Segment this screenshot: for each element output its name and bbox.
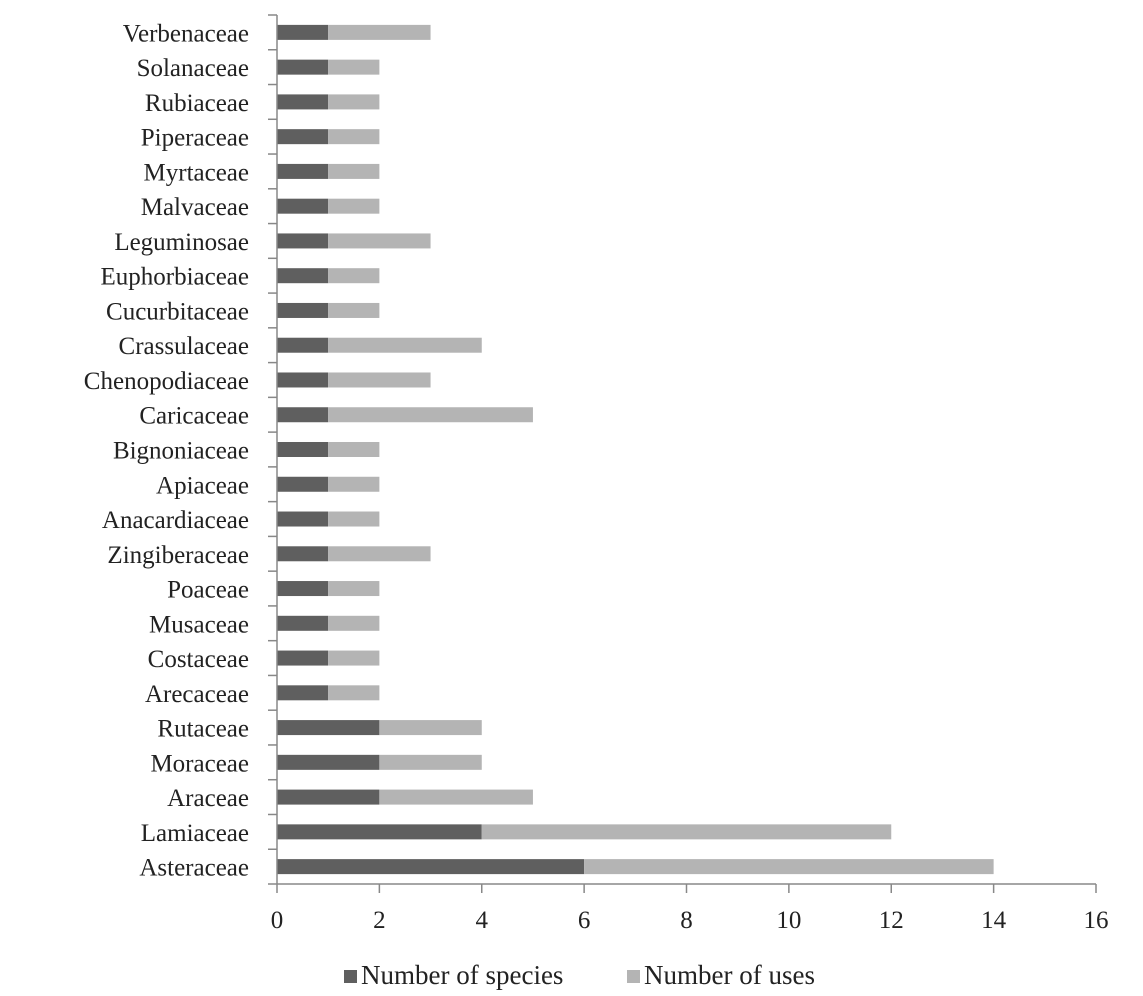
bar-asteraceae-species [277, 859, 585, 875]
category-label-piperaceae: Piperaceae [141, 125, 249, 152]
bar-apiaceae-uses [328, 476, 380, 492]
bar-poaceae-uses [328, 581, 380, 597]
bar-piperaceae-species [277, 129, 329, 145]
bar-bignoniaceae-species [277, 442, 329, 457]
bar-cucurbitaceae-uses [328, 302, 380, 318]
bar-zingiberaceae-species [277, 546, 329, 562]
x-tick-label-16: 16 [1084, 907, 1109, 934]
category-label-malvaceae: Malvaceae [141, 194, 249, 221]
bar-caricaceae-uses [328, 407, 533, 423]
bar-costaceae-uses [328, 650, 380, 666]
bar-chenopodiaceae-uses [328, 372, 431, 388]
bar-piperaceae-uses [328, 129, 380, 145]
category-label-rutaceae: Rutaceae [157, 716, 249, 743]
bar-rubiaceae-species [277, 94, 329, 110]
bar-arecaceae-species [277, 685, 329, 701]
x-tick-label-10: 10 [776, 907, 801, 934]
bar-verbenaceae-species [277, 24, 329, 40]
category-label-verbenaceae: Verbenaceae [123, 20, 249, 47]
category-label-anacardiaceae: Anacardiaceae [102, 507, 249, 534]
legend-label-species: Number of species [361, 960, 563, 990]
bar-myrtaceae-species [277, 163, 329, 179]
bar-arecaceae-uses [328, 685, 380, 701]
bar-leguminosae-species [277, 233, 329, 249]
category-label-zingiberaceae: Zingiberaceae [107, 542, 249, 569]
category-label-costaceae: Costaceae [148, 646, 249, 673]
category-labels: Asteraceae Lamiaceae Araceae Moraceae Rutace… [84, 20, 249, 881]
legend: Number of species Number of uses [344, 960, 815, 990]
legend-swatch-species [344, 970, 357, 983]
bar-musaceae-species [277, 615, 329, 631]
bar-lamiaceae-uses [481, 824, 892, 840]
x-tick-label-0: 0 [271, 907, 284, 934]
bar-apiaceae-species [277, 476, 329, 492]
bar-anacardiaceae-uses [328, 511, 380, 527]
category-label-bignoniaceae: Bignoniaceae [113, 438, 249, 465]
x-tick-label-14: 14 [981, 907, 1007, 934]
bar-euphorbiaceae-species [277, 268, 329, 284]
category-label-asteraceae: Asteraceae [139, 855, 249, 882]
bar-leguminosae-uses [328, 233, 431, 249]
bar-myrtaceae-uses [328, 163, 380, 179]
bar-costaceae-species [277, 650, 329, 666]
bar-araceae-species [277, 789, 380, 805]
x-tick-label-8: 8 [680, 907, 693, 934]
category-label-apiaceae: Apiaceae [156, 472, 249, 499]
bar-caricaceae-species [277, 407, 329, 423]
category-label-leguminosae: Leguminosae [114, 229, 249, 256]
category-label-euphorbiaceae: Euphorbiaceae [100, 264, 249, 291]
category-label-chenopodiaceae: Chenopodiaceae [84, 368, 249, 395]
category-label-cucurbitaceae: Cucurbitaceae [106, 298, 249, 325]
bar-rutaceae-uses [379, 720, 482, 736]
category-label-rubiaceae: Rubiaceae [145, 90, 249, 117]
category-label-araceae: Araceae [167, 785, 249, 812]
legend-swatch-uses [627, 970, 640, 983]
bar-malvaceae-uses [328, 198, 380, 214]
bar-lamiaceae-species [277, 824, 482, 840]
bar-musaceae-uses [328, 615, 380, 631]
bar-crassulaceae-species [277, 337, 329, 353]
x-tick-label-2: 2 [373, 907, 386, 934]
bar-rutaceae-species [277, 720, 380, 736]
bar-moraceae-uses [379, 754, 482, 770]
bar-araceae-uses [379, 789, 533, 805]
bar-solanaceae-species [277, 59, 329, 75]
bar-verbenaceae-uses [328, 24, 431, 40]
bar-rubiaceae-uses [328, 94, 380, 110]
bar-zingiberaceae-uses [328, 546, 431, 562]
bars-layer [277, 24, 994, 875]
bar-chenopodiaceae-species [277, 372, 329, 388]
x-tick-labels: 0 2 4 6 8 10 12 14 16 [271, 907, 1109, 934]
x-tick-label-4: 4 [476, 907, 489, 934]
x-tick-label-12: 12 [879, 907, 904, 934]
bar-moraceae-species [277, 754, 380, 770]
x-tick-label-6: 6 [578, 907, 591, 934]
category-label-myrtaceae: Myrtaceae [144, 159, 249, 186]
bar-asteraceae-uses [584, 859, 994, 875]
bar-crassulaceae-uses [328, 337, 482, 353]
category-label-caricaceae: Caricaceae [139, 403, 249, 430]
category-label-crassulaceae: Crassulaceae [119, 333, 249, 360]
bar-euphorbiaceae-uses [328, 268, 380, 284]
axes-layer [268, 14, 1097, 893]
bar-poaceae-species [277, 581, 329, 597]
category-label-musaceae: Musaceae [149, 611, 249, 638]
bar-solanaceae-uses [328, 59, 380, 75]
bar-malvaceae-species [277, 198, 329, 214]
legend-label-uses: Number of uses [644, 960, 815, 990]
bar-cucurbitaceae-species [277, 302, 329, 318]
bar-bignoniaceae-uses [328, 442, 380, 457]
category-label-moraceae: Moraceae [150, 750, 249, 777]
category-label-solanaceae: Solanaceae [137, 55, 249, 82]
category-label-lamiaceae: Lamiaceae [141, 820, 249, 847]
category-label-poaceae: Poaceae [167, 577, 249, 604]
category-label-arecaceae: Arecaceae [145, 681, 249, 708]
bar-anacardiaceae-species [277, 511, 329, 527]
